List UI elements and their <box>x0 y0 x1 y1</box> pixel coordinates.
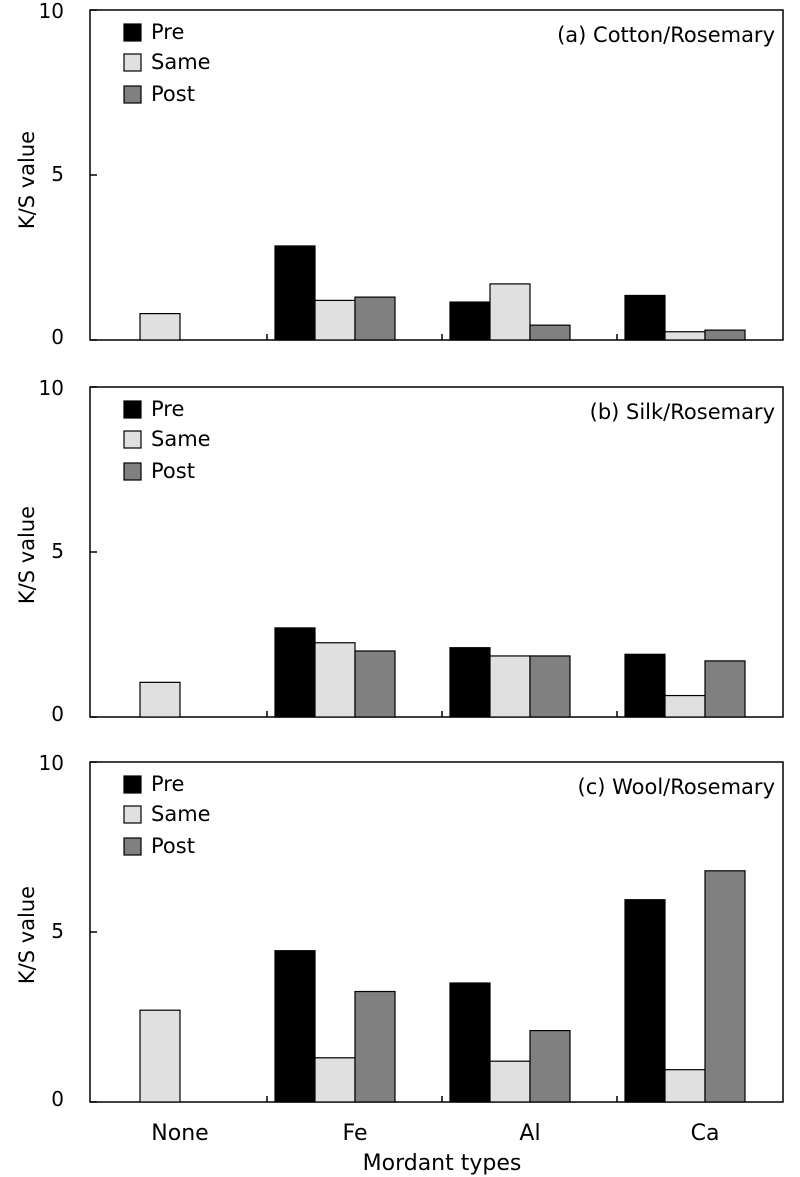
bar-pre-al <box>449 301 491 341</box>
y-axis-label: K/S value <box>15 506 39 604</box>
bar-same-al <box>489 655 531 718</box>
legend-label-post: Post <box>151 459 195 483</box>
bar-same-al <box>489 1060 531 1103</box>
bar-same-none <box>139 681 181 718</box>
bar-pre-al <box>449 982 491 1103</box>
panel-title: (a) Cotton/Rosemary <box>557 23 775 47</box>
bar-post-al <box>529 655 571 718</box>
bar-same-ca <box>664 1069 706 1103</box>
y-tick-label: 10 <box>39 751 64 775</box>
legend-swatch-pre <box>123 775 142 794</box>
x-category-label: Ca <box>691 1121 720 1146</box>
y-tick-label: 0 <box>51 1087 64 1111</box>
legend-swatch-same <box>123 53 142 72</box>
bar-post-al <box>529 1029 571 1103</box>
bar-same-ca <box>664 694 706 718</box>
legend-label-post: Post <box>151 834 195 858</box>
x-category-label: Fe <box>343 1121 368 1146</box>
panel-title: (b) Silk/Rosemary <box>590 400 775 424</box>
legend-label-same: Same <box>151 802 211 826</box>
legend-swatch-same <box>123 430 142 449</box>
bar-same-fe <box>314 1057 356 1103</box>
x-axis-label: Mordant types <box>363 1151 522 1176</box>
bar-pre-al <box>449 647 491 718</box>
legend-swatch-post <box>123 462 142 481</box>
bar-post-ca <box>704 870 746 1103</box>
y-tick-label: 5 <box>51 162 64 186</box>
bar-same-none <box>139 313 181 341</box>
bar-pre-fe <box>274 245 316 341</box>
bar-post-ca <box>704 660 746 718</box>
y-tick-label: 5 <box>51 539 64 563</box>
y-axis-label: K/S value <box>15 886 39 984</box>
y-tick-label: 0 <box>51 702 64 726</box>
legend-label-same: Same <box>151 427 211 451</box>
legend-label-same: Same <box>151 50 211 74</box>
bar-same-none <box>139 1009 181 1103</box>
bar-pre-fe <box>274 627 316 718</box>
bar-post-ca <box>704 329 746 341</box>
x-category-label: None <box>151 1121 208 1146</box>
legend-label-pre: Pre <box>151 397 184 421</box>
bar-post-fe <box>354 650 396 718</box>
y-tick-label: 10 <box>39 376 64 400</box>
legend-swatch-post <box>123 85 142 104</box>
bar-same-al <box>489 283 531 341</box>
y-tick-label: 0 <box>51 325 64 349</box>
bar-post-al <box>529 324 571 341</box>
y-tick-label: 5 <box>51 919 64 943</box>
legend-swatch-pre <box>123 23 142 42</box>
bar-pre-ca <box>624 294 666 341</box>
bar-same-fe <box>314 642 356 718</box>
bar-same-ca <box>664 331 706 341</box>
legend-swatch-pre <box>123 400 142 419</box>
bar-pre-fe <box>274 950 316 1103</box>
panel-title: (c) Wool/Rosemary <box>578 775 776 799</box>
y-tick-label: 10 <box>39 0 64 23</box>
legend-label-pre: Pre <box>151 772 184 796</box>
y-axis-label: K/S value <box>15 131 39 229</box>
bar-post-fe <box>354 990 396 1103</box>
bar-post-fe <box>354 296 396 341</box>
legend-label-pre: Pre <box>151 20 184 44</box>
bar-same-fe <box>314 299 356 341</box>
legend-swatch-same <box>123 805 142 824</box>
bar-pre-ca <box>624 653 666 718</box>
legend-label-post: Post <box>151 82 195 106</box>
x-category-label: Al <box>519 1121 540 1146</box>
bar-pre-ca <box>624 899 666 1103</box>
legend-swatch-post <box>123 837 142 856</box>
